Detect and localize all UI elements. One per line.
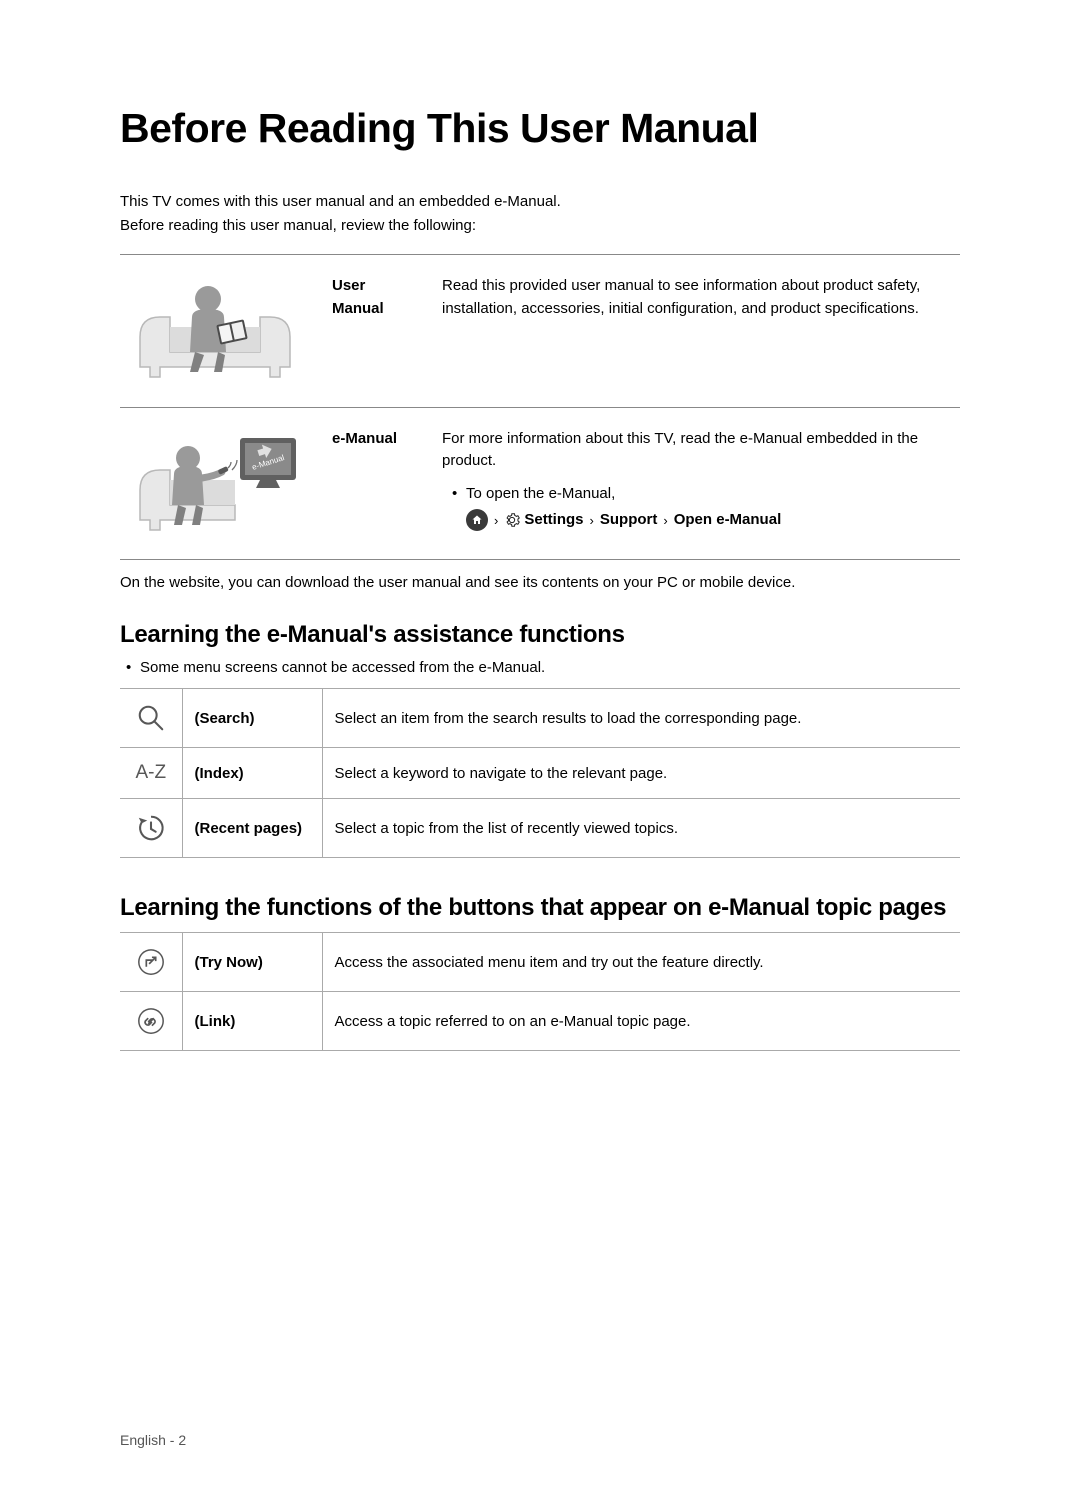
button-functions-table: (Try Now) Access the associated menu ite…: [120, 932, 960, 1051]
trynow-function-name: (Try Now): [182, 933, 322, 992]
emanual-illustration-cell: e-Manual: [120, 407, 320, 560]
recent-function-name: (Recent pages): [182, 799, 322, 858]
table-row: (Recent pages) Select a topic from the l…: [120, 799, 960, 858]
link-function-desc: Access a topic referred to on an e-Manua…: [322, 992, 960, 1051]
index-function-name: (Index): [182, 748, 322, 799]
link-icon: [120, 992, 182, 1051]
nav-support: Support: [600, 509, 658, 532]
table-row: A-Z (Index) Select a keyword to navigate…: [120, 748, 960, 799]
page-footer: English - 2: [120, 1432, 186, 1448]
assistance-functions-table: (Search) Select an item from the search …: [120, 688, 960, 858]
settings-icon: [504, 512, 520, 528]
assistance-functions-heading: Learning the e-Manual's assistance funct…: [120, 621, 960, 649]
assistance-note: Some menu screens cannot be accessed fro…: [140, 659, 960, 676]
nav-open-emanual: Open e-Manual: [674, 509, 782, 532]
table-row: User Manual Read this provided user manu…: [120, 255, 960, 408]
chevron-icon: ›: [663, 511, 667, 531]
website-note: On the website, you can download the use…: [120, 574, 960, 591]
table-row: (Try Now) Access the associated menu ite…: [120, 933, 960, 992]
search-function-desc: Select an item from the search results t…: [322, 689, 960, 748]
user-manual-illustration-cell: [120, 255, 320, 408]
page-title: Before Reading This User Manual: [120, 105, 960, 152]
link-function-name: (Link): [182, 992, 322, 1051]
chevron-icon: ›: [590, 511, 594, 531]
table-row: e-Manual e-Manual For more information a…: [120, 407, 960, 560]
index-icon: A-Z: [120, 748, 182, 799]
try-now-icon: [120, 933, 182, 992]
intro-line-1: This TV comes with this user manual and …: [120, 193, 561, 210]
user-manual-label: User Manual: [320, 255, 430, 408]
emanual-description: For more information about this TV, read…: [430, 407, 960, 560]
recent-function-desc: Select a topic from the list of recently…: [322, 799, 960, 858]
user-manual-illustration: [130, 267, 310, 387]
index-function-desc: Select a keyword to navigate to the rele…: [322, 748, 960, 799]
user-manual-description: Read this provided user manual to see in…: [430, 255, 960, 408]
trynow-function-desc: Access the associated menu item and try …: [322, 933, 960, 992]
emanual-open-bullet: To open the e-Manual,: [466, 483, 940, 506]
home-icon: [466, 509, 488, 531]
nav-settings: Settings: [524, 509, 583, 532]
intro-line-2: Before reading this user manual, review …: [120, 217, 476, 234]
search-function-name: (Search): [182, 689, 322, 748]
emanual-label: e-Manual: [320, 407, 430, 560]
button-functions-heading: Learning the functions of the buttons th…: [120, 894, 960, 922]
emanual-nav-path: › Settings › Support › Open e-Manual: [466, 509, 940, 532]
emanual-desc-text: For more information about this TV, read…: [442, 430, 918, 470]
emanual-illustration: e-Manual: [130, 420, 310, 540]
table-row: (Link) Access a topic referred to on an …: [120, 992, 960, 1051]
table-row: (Search) Select an item from the search …: [120, 689, 960, 748]
search-icon: [120, 689, 182, 748]
recent-pages-icon: [120, 799, 182, 858]
chevron-icon: ›: [494, 511, 498, 531]
intro-paragraph: This TV comes with this user manual and …: [120, 190, 960, 238]
manual-types-table: User Manual Read this provided user manu…: [120, 254, 960, 560]
